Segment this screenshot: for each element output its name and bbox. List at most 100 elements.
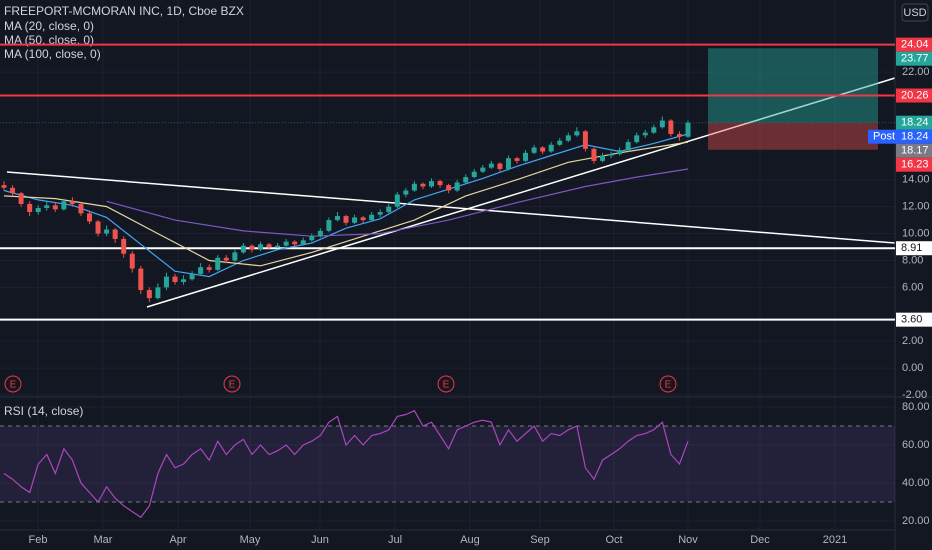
candle-body <box>10 187 16 194</box>
candle-body <box>121 238 127 254</box>
title: FREEPORT-MCMORAN INC, 1D, Cboe BZX <box>4 4 244 18</box>
candle-body <box>61 201 67 210</box>
position-target <box>708 48 878 123</box>
x-tick-label: Jun <box>311 534 329 546</box>
candle-body <box>659 120 665 128</box>
candle-body <box>582 131 588 149</box>
candle-body <box>531 147 537 153</box>
indicator-label: MA (20, close, 0) <box>4 19 94 33</box>
candle-body <box>429 181 434 187</box>
candle-body <box>523 152 529 161</box>
earnings-icon[interactable] <box>223 375 241 393</box>
position-stop <box>708 122 878 150</box>
moving-average <box>3 141 689 267</box>
x-tick-label: Oct <box>605 534 622 546</box>
candle-body <box>104 229 110 234</box>
price-label: 24.04 <box>901 39 929 51</box>
candle-body <box>651 127 657 133</box>
candle-body <box>249 245 255 250</box>
earnings-text[interactable]: E <box>665 380 672 391</box>
currency[interactable]: USD <box>903 7 926 19</box>
price-label-bg <box>896 312 932 327</box>
price-label: 18.24 <box>901 131 929 143</box>
candle-body <box>95 221 101 234</box>
candle-body <box>283 241 289 246</box>
candle-body <box>129 253 135 269</box>
candle-body <box>437 181 443 186</box>
candle-body <box>497 163 503 169</box>
y-tick-label: -2.00 <box>902 389 927 401</box>
candle-body <box>146 290 152 299</box>
price-label: 16.23 <box>901 159 929 171</box>
candle-body <box>258 244 263 250</box>
candle-body <box>574 131 580 136</box>
candle-body <box>215 257 221 270</box>
earnings-text[interactable]: E <box>10 380 17 391</box>
currency-box[interactable] <box>901 3 929 22</box>
candle-body <box>35 207 41 213</box>
candle-body <box>343 216 349 223</box>
moving-average <box>106 168 689 237</box>
x-tick-label: Nov <box>678 534 698 546</box>
candle-body <box>240 245 246 253</box>
trend-line <box>146 77 896 308</box>
earnings-icon[interactable] <box>4 375 22 393</box>
candle-body <box>548 144 554 152</box>
candle-body <box>608 154 614 156</box>
y-tick-label: 8.00 <box>902 254 923 266</box>
candle-body <box>557 140 563 145</box>
earnings: E E E E <box>4 375 677 393</box>
price-label-bg <box>896 115 932 130</box>
candle-body <box>676 133 682 137</box>
earnings-text[interactable]: E <box>229 380 236 391</box>
candle-body <box>181 279 187 282</box>
candle-body <box>411 183 417 191</box>
x-tick-label: Dec <box>750 534 770 546</box>
price-label-bg <box>896 51 932 66</box>
price-label-bg <box>896 241 932 256</box>
candle-body <box>172 276 178 282</box>
rsi-tick-label: 40.00 <box>902 477 930 489</box>
price-label-bg <box>896 37 932 52</box>
y-tick-label: 0.00 <box>902 362 923 374</box>
candle-body <box>317 230 323 237</box>
candle-body <box>300 240 306 245</box>
x-tick-label: 2021 <box>823 534 847 546</box>
rsi-tick-label: 20.00 <box>902 515 930 527</box>
post-label: Post <box>873 131 895 143</box>
candle-body <box>454 182 460 191</box>
price-label-bg <box>896 143 932 158</box>
price-label: 23.77 <box>901 53 929 65</box>
candle-body <box>206 267 212 270</box>
price-label: 3.60 <box>901 314 922 326</box>
x-tick-label: Apr <box>169 534 186 546</box>
rsi-tick-label: 60.00 <box>902 439 930 451</box>
price-label: 18.24 <box>901 117 929 129</box>
rsi-label: RSI (14, close) <box>4 404 83 418</box>
earnings-icon[interactable] <box>437 375 455 393</box>
candle-body <box>634 135 640 143</box>
candle-body <box>334 216 340 221</box>
price-label-bg <box>896 88 932 103</box>
price-label: 18.17 <box>901 145 929 157</box>
y-tick-label: 12.00 <box>902 201 930 213</box>
candle-body <box>309 236 315 241</box>
candle-body <box>369 214 375 221</box>
candle-body <box>471 171 477 178</box>
rsi-line <box>3 409 689 519</box>
candle-body <box>668 120 674 134</box>
price-label-bg <box>896 157 932 172</box>
earnings-icon[interactable] <box>659 375 677 393</box>
candle-body <box>44 205 50 208</box>
earnings-text[interactable]: E <box>443 380 450 391</box>
candle-body <box>52 205 58 210</box>
candle-body <box>27 203 33 213</box>
y-tick-label: 2.00 <box>902 335 923 347</box>
candle-body <box>69 201 75 204</box>
candle-body <box>565 135 571 141</box>
price-label-bg <box>868 129 932 144</box>
candle-body <box>223 257 229 261</box>
